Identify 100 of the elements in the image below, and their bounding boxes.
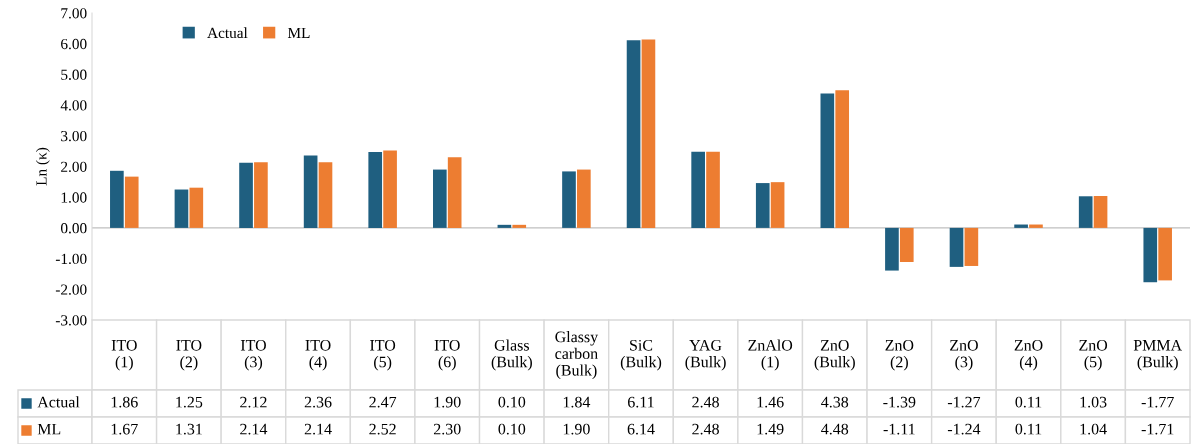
bar — [835, 90, 850, 228]
bar — [124, 176, 139, 228]
text: Actual — [37, 396, 80, 408]
x-tick-label: ZnO (5) — [1079, 339, 1108, 371]
data-label: 0.11 — [1015, 396, 1042, 408]
x-tick-label: Glass (Bulk) — [491, 339, 532, 371]
data-label: -1.11 — [883, 423, 915, 435]
y-tick-label: 6.00 — [61, 38, 87, 50]
x-tick-label: ITO (5) — [370, 339, 396, 371]
y-tick-label: -2.00 — [55, 284, 87, 295]
y-tick-label: 4.00 — [60, 100, 87, 111]
data-label: 1.86 — [111, 396, 138, 408]
data-label: 2.30 — [433, 423, 461, 435]
bar — [755, 183, 770, 228]
bar — [447, 157, 462, 228]
x-tick-label: ZnO (3) — [950, 339, 978, 371]
x-tick-label: ZnO (4) — [1014, 339, 1043, 371]
data-label: 2.48 — [692, 396, 719, 408]
x-tick-label: ITO (2) — [176, 339, 202, 371]
data-label: 1.90 — [563, 423, 590, 435]
data-label: 6.11 — [628, 396, 654, 408]
data-label: 1.46 — [757, 396, 784, 408]
y-tick-label: 3.00 — [61, 130, 87, 142]
data-label: 2.12 — [240, 396, 267, 408]
y-tick-label: 0.00 — [60, 223, 87, 234]
bar — [770, 182, 785, 228]
data-label: 2.48 — [692, 423, 719, 435]
bar — [254, 162, 268, 228]
x-tick-label: YAG (Bulk) — [685, 339, 726, 371]
y-tick-label: -3.00 — [55, 315, 87, 326]
data-label: 1.03 — [1080, 396, 1107, 408]
bar — [303, 155, 318, 228]
data-label: -1.27 — [947, 396, 981, 408]
y-tick-label: -1.00 — [55, 253, 87, 265]
bar — [497, 224, 512, 228]
data-label: 1.25 — [176, 396, 203, 408]
data-label: 4.48 — [821, 423, 849, 435]
bar — [1014, 224, 1028, 228]
data-label: 2.14 — [240, 423, 268, 435]
y-tick-label: 1.00 — [61, 192, 87, 203]
bar — [1078, 196, 1093, 228]
x-tick-label: Glassy carbon (Bulk) — [555, 331, 599, 379]
x-tick-label: ITO (4) — [305, 339, 331, 371]
data-label: 1.84 — [563, 396, 591, 408]
data-label: 2.36 — [304, 396, 332, 408]
y-tick-label: 7.00 — [61, 8, 87, 19]
bar — [110, 170, 124, 228]
bar — [641, 39, 656, 228]
bar — [706, 151, 720, 228]
data-label: 2.14 — [304, 423, 332, 435]
x-tick-label: ZnO (2) — [885, 339, 914, 371]
bar — [189, 187, 204, 228]
data-label: 0.10 — [498, 396, 526, 408]
bar — [239, 162, 253, 228]
bar — [626, 40, 641, 228]
x-tick-label: ZnO (Bulk) — [814, 339, 855, 371]
bar — [1158, 227, 1172, 281]
x-tick-label: ITO (6) — [434, 339, 460, 371]
data-label: 6.14 — [627, 423, 655, 435]
data-label: 2.47 — [369, 396, 397, 408]
y-axis-title: Ln (κ) — [35, 147, 50, 186]
x-tick-label: SiC (Bulk) — [620, 339, 662, 371]
data-label: -1.39 — [883, 396, 916, 408]
bar — [432, 169, 447, 228]
data-label: -1.71 — [1141, 423, 1174, 435]
data-label: 1.49 — [757, 423, 784, 435]
bar — [512, 224, 527, 228]
x-tick-label: ITO (1) — [111, 339, 137, 371]
data-label: 1.90 — [434, 396, 461, 408]
bar — [820, 93, 835, 228]
data-label: 0.11 — [1015, 423, 1042, 435]
data-label: 1.04 — [1080, 423, 1107, 435]
data-label: -1.77 — [1141, 396, 1174, 408]
data-label: 1.31 — [176, 423, 202, 435]
x-tick-label: ITO (3) — [240, 339, 266, 371]
data-label: 2.52 — [369, 423, 396, 435]
legend-label: Actual — [207, 27, 248, 39]
bar — [1093, 195, 1108, 228]
bar — [577, 169, 591, 228]
bar — [368, 152, 383, 228]
bar — [318, 162, 333, 228]
bar — [1029, 224, 1043, 228]
x-tick-label: ZnAlO (1) — [748, 339, 793, 371]
data-label: 4.38 — [821, 396, 849, 408]
bar — [885, 227, 899, 271]
text: ML — [37, 423, 61, 435]
legend-label: ML — [287, 27, 310, 38]
bar — [1143, 227, 1158, 283]
x-tick-label: PMMA (Bulk) — [1133, 339, 1182, 371]
bar — [383, 150, 397, 228]
bar — [964, 227, 979, 266]
data-label: -1.24 — [947, 423, 981, 435]
bar — [174, 189, 189, 228]
bar — [691, 151, 705, 228]
bar — [562, 171, 576, 228]
data-label: 0.10 — [498, 423, 526, 435]
bar — [899, 227, 914, 262]
data-label: 1.67 — [111, 423, 138, 435]
y-tick-label: 2.00 — [61, 161, 87, 173]
y-tick-label: 5.00 — [61, 69, 87, 80]
